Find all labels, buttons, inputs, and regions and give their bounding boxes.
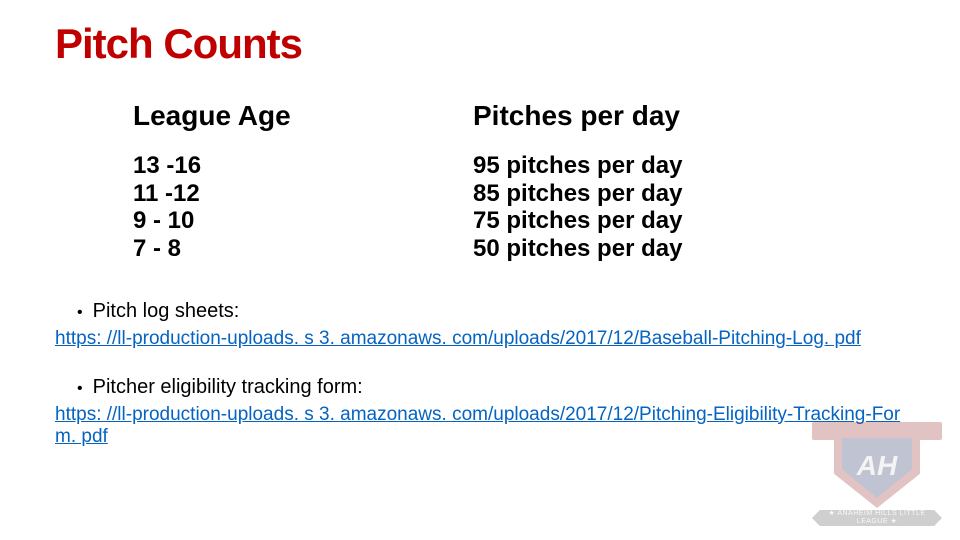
eligibility-form-link[interactable]: https: //ll-production-uploads. s 3. ama… bbox=[55, 404, 905, 448]
page-title: Pitch Counts bbox=[55, 20, 905, 68]
pitch-log-link[interactable]: https: //ll-production-uploads. s 3. ama… bbox=[55, 328, 905, 350]
slide: Pitch Counts League Age 13 -16 11 -12 9 … bbox=[0, 0, 960, 540]
bullet-item: • Pitch log sheets: https: //ll-producti… bbox=[55, 300, 905, 350]
bullet-item: • Pitcher eligibility tracking form: htt… bbox=[55, 376, 905, 448]
bullet-label: Pitch log sheets: bbox=[93, 300, 240, 323]
table-row: 13 -16 bbox=[133, 152, 473, 180]
table-header-pitches: Pitches per day bbox=[473, 100, 813, 132]
table-rows-age: 13 -16 11 -12 9 - 10 7 - 8 bbox=[133, 152, 473, 262]
bullet-list: • Pitch log sheets: https: //ll-producti… bbox=[55, 300, 905, 447]
bullet-label: Pitcher eligibility tracking form: bbox=[93, 376, 363, 399]
table-row: 95 pitches per day bbox=[473, 152, 813, 180]
pitch-count-table: League Age 13 -16 11 -12 9 - 10 7 - 8 Pi… bbox=[133, 100, 905, 262]
table-row: 7 - 8 bbox=[133, 235, 473, 263]
table-rows-pitches: 95 pitches per day 85 pitches per day 75… bbox=[473, 152, 813, 262]
table-col-age: League Age 13 -16 11 -12 9 - 10 7 - 8 bbox=[133, 100, 473, 262]
bullet-icon: • bbox=[77, 376, 83, 402]
league-logo: AH ★ ANAHEIM HILLS LITTLE LEAGUE ★ bbox=[812, 422, 942, 532]
table-row: 11 -12 bbox=[133, 180, 473, 208]
logo-letters: AH bbox=[846, 444, 908, 488]
table-row: 85 pitches per day bbox=[473, 180, 813, 208]
bullet-icon: • bbox=[77, 300, 83, 326]
logo-ribbon-text: ★ ANAHEIM HILLS LITTLE LEAGUE ★ bbox=[812, 509, 942, 525]
table-header-age: League Age bbox=[133, 100, 473, 132]
table-col-pitches: Pitches per day 95 pitches per day 85 pi… bbox=[473, 100, 813, 262]
table-row: 9 - 10 bbox=[133, 207, 473, 235]
table-row: 75 pitches per day bbox=[473, 207, 813, 235]
table-row: 50 pitches per day bbox=[473, 235, 813, 263]
